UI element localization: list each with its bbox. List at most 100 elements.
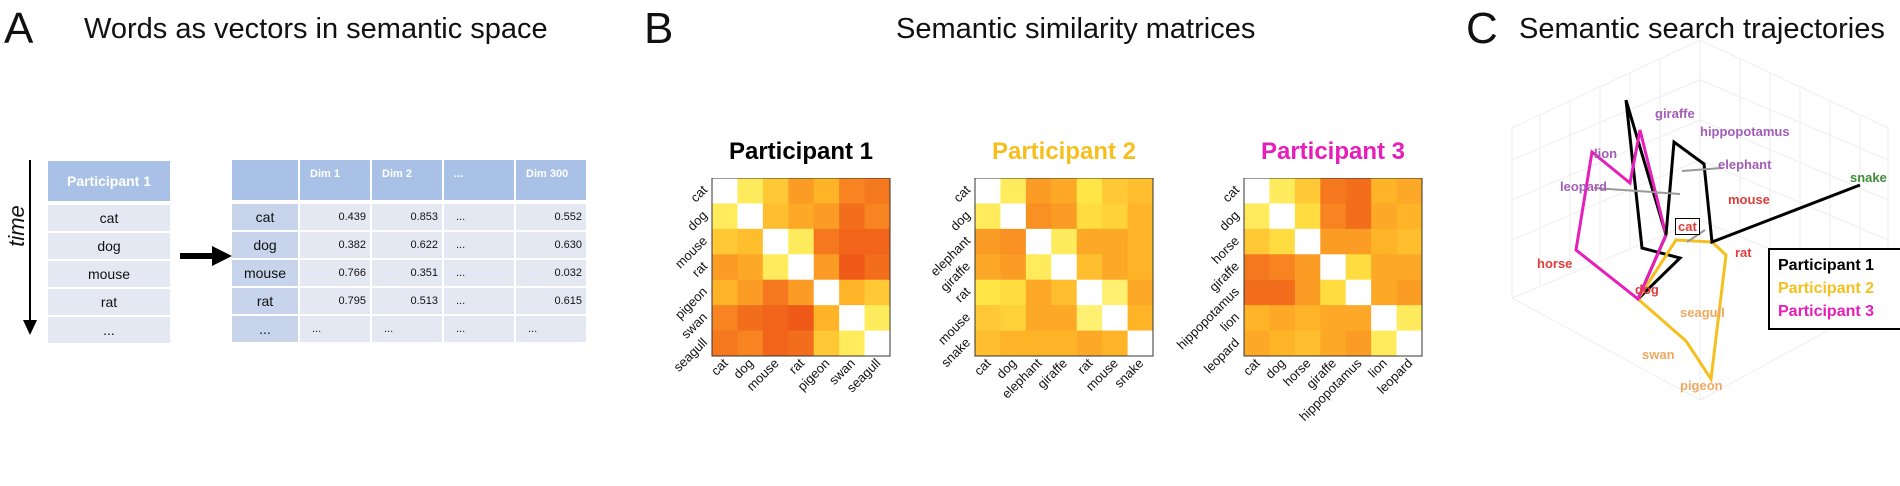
- vector-table-value: 0.552: [516, 204, 586, 230]
- matrix-cell: [1076, 228, 1103, 255]
- matrix-cell: [1345, 330, 1372, 357]
- matrix-cell: [1051, 305, 1078, 332]
- matrix-row-label: giraffe: [1206, 259, 1242, 295]
- trajectory-word: mouse: [1728, 192, 1770, 207]
- matrix-cell: [1051, 330, 1078, 357]
- matrix-cell: [1102, 203, 1129, 230]
- matrix-cell: [1320, 203, 1347, 230]
- matrix-cell: [1269, 279, 1296, 306]
- vector-table-value: 0.351: [372, 260, 442, 286]
- vector-table-value: ...: [444, 204, 514, 230]
- matrix-cell: [1076, 279, 1103, 306]
- matrix-cell: [1345, 305, 1372, 332]
- matrix-cell: [1000, 254, 1027, 281]
- matrix-cell: [1127, 279, 1154, 306]
- matrix-cell: [864, 305, 891, 332]
- matrix-cell: [1371, 178, 1398, 204]
- matrix-cell: [1244, 330, 1270, 357]
- matrix-cell: [864, 178, 891, 204]
- matrix-cell: [712, 178, 738, 204]
- vector-table-value: 0.032: [516, 260, 586, 286]
- vector-table-value: 0.853: [372, 204, 442, 230]
- matrix-cell: [1396, 305, 1423, 332]
- matrix-cell: [864, 228, 891, 255]
- vector-table-value: 0.622: [372, 232, 442, 258]
- matrix-cell: [839, 330, 866, 357]
- matrix-cell: [1396, 203, 1423, 230]
- matrix-cell: [1244, 228, 1270, 255]
- matrix-cell: [1396, 228, 1423, 255]
- matrix-cell: [762, 279, 789, 306]
- matrix-cell: [1345, 279, 1372, 306]
- matrix-cell: [975, 178, 1001, 204]
- matrix-cell: [1102, 305, 1129, 332]
- panel-c-letter: C: [1466, 4, 1498, 53]
- matrix-cell: [788, 228, 815, 255]
- matrix-cell: [1371, 254, 1398, 281]
- matrix-cell: [1320, 228, 1347, 255]
- matrix-title: Participant 2: [991, 138, 1137, 165]
- matrix-row-label: dog: [1216, 208, 1242, 234]
- matrix-cell: [1244, 203, 1270, 230]
- matrix-cell: [1320, 305, 1347, 332]
- matrix-cell: [1244, 178, 1270, 204]
- vector-table-value: ...: [444, 316, 514, 342]
- time-arrow-icon: [23, 160, 37, 335]
- matrix-cell: [788, 254, 815, 281]
- matrix-cell: [975, 279, 1001, 306]
- matrix-cell: [1076, 254, 1103, 281]
- matrix-cell: [762, 254, 789, 281]
- matrix-row-label: cat: [1219, 182, 1242, 205]
- matrix-frame: [974, 178, 1154, 357]
- matrix-cell: [1051, 228, 1078, 255]
- matrix-row-label: dog: [947, 208, 973, 234]
- matrix-cell: [712, 305, 738, 332]
- vector-table-word: dog: [232, 232, 298, 258]
- vector-table: Dim 1 Dim 2... Dim 300 cat 0.439 0.853... 0.55…: [232, 160, 587, 343]
- matrix-cell: [737, 178, 764, 204]
- matrix-col-label: snake: [1111, 356, 1146, 391]
- matrix-cell: [788, 203, 815, 230]
- mouse-pointer: [1686, 229, 1706, 243]
- matrix-cell: [1244, 254, 1270, 281]
- similarity-matrix: catcatdogdogelephantelephantgiraffegiraf…: [927, 178, 1154, 401]
- matrix-col-label: cat: [971, 355, 994, 378]
- matrix-cell: [864, 330, 891, 357]
- matrix-col-label: cat: [1240, 355, 1263, 378]
- matrix-cell: [1025, 254, 1052, 281]
- participant-1-trajectory-extra: [1664, 139, 1861, 245]
- matrix-cell: [813, 305, 840, 332]
- word-list-item: dog: [48, 233, 170, 259]
- matrix-cell: [975, 228, 1001, 255]
- matrix-frame: [1243, 178, 1423, 357]
- vector-table-value: ...: [444, 260, 514, 286]
- vector-table-value: 0.615: [516, 288, 586, 314]
- matrix-cell: [1127, 178, 1154, 204]
- matrix-cell: [1051, 203, 1078, 230]
- matrix-cell: [1371, 330, 1398, 357]
- vector-table-word: cat: [232, 204, 298, 230]
- participant-3-trajectory: [1574, 129, 1668, 302]
- vector-table-value: 0.439: [300, 204, 370, 230]
- panel-a-title: Words as vectors in semantic space: [84, 13, 548, 45]
- matrix-cell: [1269, 305, 1296, 332]
- matrix-frame: [711, 178, 891, 357]
- matrix-row-label: leopard: [1201, 335, 1242, 376]
- matrix-cell: [1102, 228, 1129, 255]
- similarity-matrix: catcatdogdoghorsehorsegiraffegiraffehipp…: [1174, 178, 1423, 424]
- matrix-cell: [1025, 330, 1052, 357]
- matrix-cell: [1102, 178, 1129, 204]
- matrix-cell: [839, 228, 866, 255]
- matrix-row-label: seagull: [670, 335, 710, 375]
- vector-table-value: ...: [516, 316, 586, 342]
- matrix-cell: [1269, 228, 1296, 255]
- matrix-cell: [813, 330, 840, 357]
- word-list-header-label: Participant 1: [66, 173, 152, 189]
- matrix-cell: [762, 228, 789, 255]
- matrix-cell: [737, 305, 764, 332]
- vector-table-word: mouse: [232, 260, 298, 286]
- matrix-cell: [1396, 330, 1423, 357]
- matrix-title: Participant 3: [1260, 138, 1406, 165]
- matrix-cell: [1345, 228, 1372, 255]
- matrix-cell: [1345, 178, 1372, 204]
